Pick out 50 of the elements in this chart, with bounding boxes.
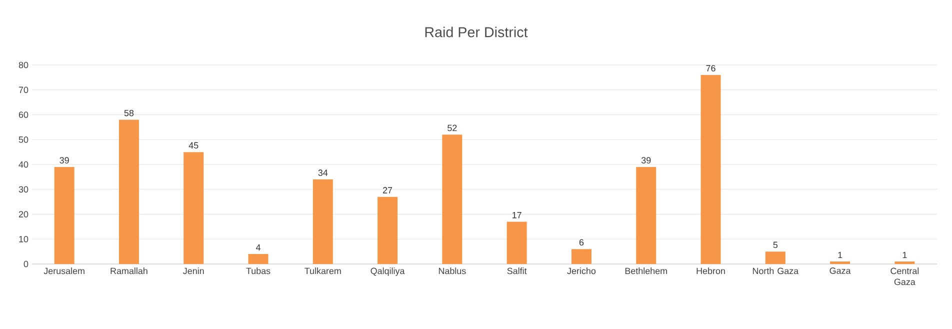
data-label: 45 [188,142,198,149]
y-tick-label: 20 [18,211,28,218]
x-tick-label: Qalqiliya [370,268,405,276]
data-label: 6 [579,239,584,246]
data-label: 52 [448,124,457,132]
y-tick-label: 70 [18,86,28,94]
data-label: 5 [773,242,778,248]
data-label: 4 [256,244,260,251]
bar [765,252,786,264]
bar [312,179,333,264]
bar [506,222,527,264]
bar [54,166,74,264]
x-tick-label: Jerusalem [44,268,84,274]
data-label: 34 [318,170,328,176]
data-label: 58 [124,110,134,116]
y-tick-label: 60 [18,112,28,118]
data-label: 27 [383,187,392,194]
data-label: 1 [838,252,842,258]
x-tick-label: Tulkarem [304,268,341,274]
bar [636,166,656,264]
x-tick-label: Bethlehem [625,268,667,274]
y-tick-label: 0 [24,260,28,268]
x-tick-label: Gaza [830,268,851,274]
data-label: 39 [641,157,651,164]
x-tick-label: Ramallah [110,268,148,274]
x-tick-label: North Gaza [752,268,799,274]
bar [571,249,592,264]
y-tick-label: 30 [18,186,28,193]
y-tick-label: 40 [18,161,28,168]
y-tick-label: 80 [18,62,28,68]
y-tick-label: 50 [18,136,28,143]
data-label: 17 [512,212,522,218]
bar [248,254,268,264]
x-tick-label: Central Gaza [890,268,919,286]
data-label: 76 [706,65,716,72]
x-tick-label: Hebron [696,268,725,274]
x-tick-label: Jenin [183,268,204,274]
bar [378,196,398,264]
data-label: 1 [902,252,907,258]
bar [700,74,721,264]
bar [184,152,204,264]
bar [118,120,139,264]
chart-title: Raid Per District [425,26,528,38]
x-tick-label: Nablus [438,268,466,274]
x-tick-label: Tubas [246,268,270,274]
bar [442,134,462,264]
y-tick-label: 10 [19,236,28,242]
data-label: 39 [60,157,69,164]
x-tick-label: Jericho [567,268,596,274]
x-tick-label: Salfit [507,268,527,274]
